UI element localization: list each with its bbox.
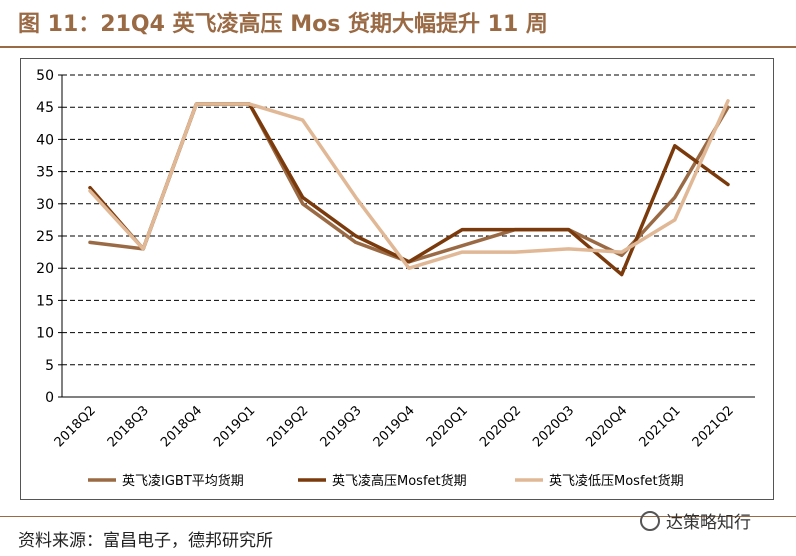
y-tick-label: 35 xyxy=(36,165,54,181)
x-tick-label: 2019Q4 xyxy=(371,403,418,450)
figure-title: 图 11：21Q4 英飞凌高压 Mos 货期大幅提升 11 周 xyxy=(18,12,548,37)
y-tick-label: 30 xyxy=(36,197,54,213)
y-tick-label: 50 xyxy=(36,68,54,84)
x-tick-label: 2020Q2 xyxy=(477,403,524,450)
y-tick-label: 15 xyxy=(36,293,54,309)
chart-frame xyxy=(20,58,774,500)
source-note: 资料来源：富昌电子，德邦研究所 xyxy=(18,531,273,551)
series-line-1 xyxy=(88,102,730,264)
y-tick-label: 25 xyxy=(36,229,54,245)
x-tick-label: 2018Q2 xyxy=(52,403,99,450)
x-tick-label: 2021Q1 xyxy=(637,403,684,450)
x-tick-label: 2020Q1 xyxy=(424,403,471,450)
legend-label-3: 英飞凌低压Mosfet货期 xyxy=(549,473,684,489)
watermark-text: 达策略知行 xyxy=(666,513,751,533)
x-tick-label: 2020Q4 xyxy=(583,403,630,450)
y-tick-label: 45 xyxy=(36,100,54,116)
legend-label-1: 英飞凌IGBT平均货期 xyxy=(122,473,244,489)
y-tick-label: 0 xyxy=(45,390,54,406)
x-tick-label: 2019Q2 xyxy=(264,403,311,450)
x-tick-label: 2021Q2 xyxy=(690,403,737,450)
y-tick-label: 20 xyxy=(36,261,54,277)
title-divider xyxy=(0,46,796,48)
wechat-icon xyxy=(640,510,660,531)
y-tick-label: 5 xyxy=(45,358,54,374)
x-tick-label: 2020Q3 xyxy=(530,403,577,450)
x-tick-label: 2019Q1 xyxy=(211,403,258,450)
y-tick-label: 10 xyxy=(36,326,54,342)
y-tick-label: 40 xyxy=(36,132,54,148)
x-tick-label: 2019Q3 xyxy=(318,403,365,450)
x-tick-label: 2018Q4 xyxy=(158,403,205,450)
legend-label-2: 英飞凌高压Mosfet货期 xyxy=(332,473,467,489)
watermark: 达策略知行 xyxy=(640,508,751,533)
footer-divider xyxy=(0,516,796,517)
x-tick-label: 2018Q3 xyxy=(105,403,152,450)
